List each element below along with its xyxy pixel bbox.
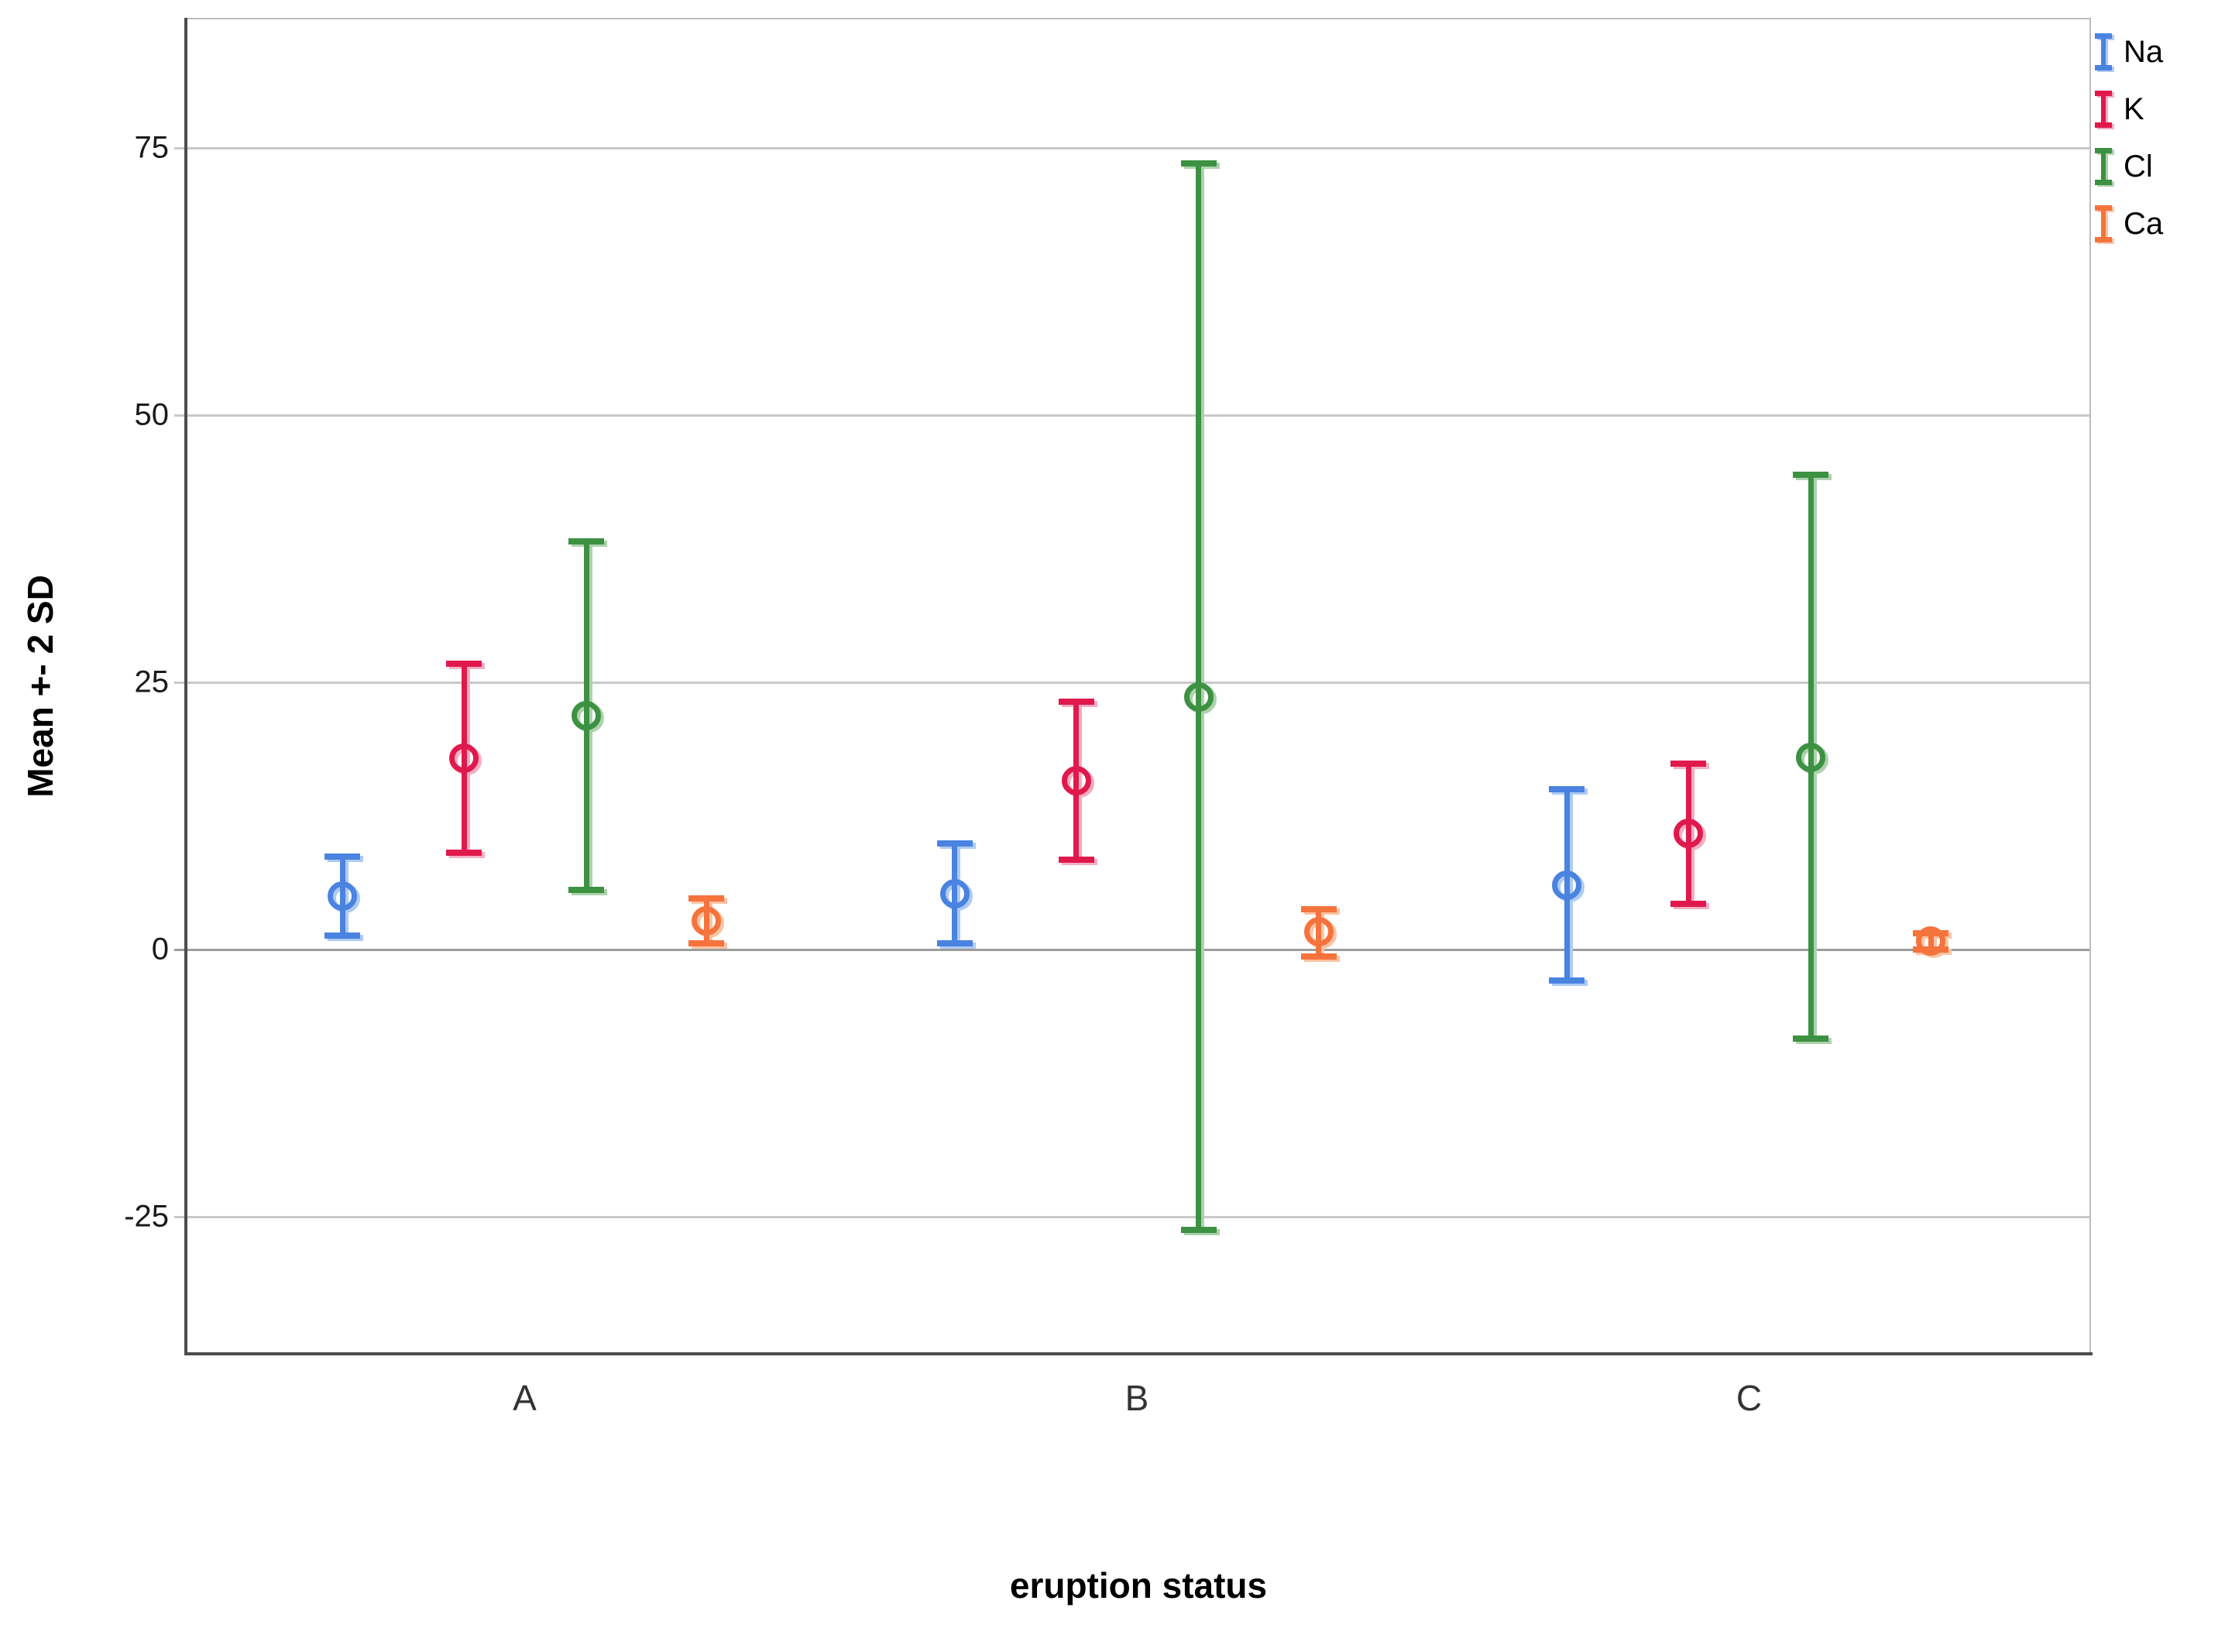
errorbar-cap-bottom xyxy=(1793,1035,1828,1042)
y-tick-label: -25 xyxy=(124,1199,169,1234)
mean-marker xyxy=(1303,916,1334,946)
mean-marker xyxy=(1916,926,1945,957)
errorbar-Ca-C xyxy=(1913,926,1948,957)
legend-icon-line xyxy=(2101,36,2106,68)
errorbar-cap-bottom xyxy=(936,939,973,946)
legend-label: K xyxy=(2124,91,2144,126)
errorbar-cap-bottom xyxy=(446,849,482,856)
legend-icon-cap-top xyxy=(2095,148,2112,153)
errorbar-Ca-A xyxy=(688,895,724,946)
errorbar-cap-bottom xyxy=(568,886,604,893)
errorbar-Cl-A xyxy=(568,538,604,893)
mean-marker xyxy=(1674,818,1703,848)
errorbar-cap-top xyxy=(446,661,482,668)
errorbar-legend-icon xyxy=(2094,33,2113,70)
gridline-25 xyxy=(174,681,2091,684)
legend-label: Ca xyxy=(2124,206,2164,241)
legend-icon-cap-top xyxy=(2095,205,2112,211)
x-axis-line xyxy=(184,1352,2093,1355)
legend: Na K Cl Ca xyxy=(2094,23,2163,252)
gridline-50 xyxy=(174,414,2091,417)
errorbar-cap-top xyxy=(324,853,360,860)
mean-marker xyxy=(939,879,970,909)
legend-icon-cap-top xyxy=(2095,91,2112,96)
legend-icon-line xyxy=(2101,93,2106,125)
errorbar-cap-top xyxy=(1300,905,1337,912)
x-category-label-B: B xyxy=(1124,1378,1149,1418)
errorbar-cap-top xyxy=(1058,698,1094,705)
mean-marker xyxy=(1796,742,1825,772)
errorbar-cap-bottom xyxy=(1180,1226,1217,1233)
mean-marker xyxy=(1061,765,1091,795)
legend-item-K: K xyxy=(2094,81,2163,138)
legend-icon-cap-bottom xyxy=(2095,180,2112,185)
errorbar-cap-bottom xyxy=(1300,953,1337,960)
legend-icon-cap-bottom xyxy=(2095,237,2112,242)
y-tick-label: 0 xyxy=(151,932,169,967)
errorbar-cap-top xyxy=(936,840,973,847)
errorbar-cap-top xyxy=(1549,785,1585,792)
plot-frame-right xyxy=(2089,19,2091,1354)
errorbar-cap-bottom xyxy=(688,939,724,946)
y-axis-line xyxy=(184,18,187,1355)
errorbar-cap-bottom xyxy=(1549,977,1585,984)
errorbar-Na-C xyxy=(1549,785,1585,984)
errorbar-cap-top xyxy=(568,538,604,544)
mean-marker xyxy=(692,905,721,936)
errorbar-cap-bottom xyxy=(324,932,360,939)
errorbar-legend-icon xyxy=(2094,148,2113,185)
x-axis-title: eruption status xyxy=(1009,1565,1268,1606)
gridline--25 xyxy=(174,1216,2091,1219)
errorbar-legend-icon xyxy=(2094,91,2113,128)
legend-icon-line xyxy=(2101,150,2106,183)
mean-marker xyxy=(572,700,601,730)
errorbar-Na-B xyxy=(936,840,973,946)
mean-marker xyxy=(1183,682,1214,713)
errorbar-cap-top xyxy=(688,895,724,902)
x-category-label-C: C xyxy=(1736,1378,1763,1418)
y-tick-label: 25 xyxy=(134,665,170,699)
y-tick-label: 50 xyxy=(134,397,170,432)
y-tick-label: 75 xyxy=(134,130,170,165)
mean-marker xyxy=(328,881,357,912)
errorbar-Cl-C xyxy=(1793,471,1828,1042)
plot-frame-top xyxy=(186,18,2091,19)
errorbar-Ca-B xyxy=(1300,905,1337,960)
errorbar-legend-icon xyxy=(2094,205,2113,242)
legend-icon-cap-bottom xyxy=(2095,65,2112,70)
legend-label: Na xyxy=(2124,34,2164,69)
legend-icon-line xyxy=(2101,208,2106,240)
mean-marker xyxy=(1552,871,1581,901)
errorbar-K-C xyxy=(1670,760,1706,907)
mean-marker xyxy=(449,743,479,773)
errorbar-Na-A xyxy=(324,853,360,939)
legend-icon-cap-top xyxy=(2095,33,2112,39)
x-category-label-A: A xyxy=(513,1378,537,1418)
gridline-0 xyxy=(174,949,2091,952)
errorbar-K-B xyxy=(1058,698,1094,864)
legend-item-Cl: Cl xyxy=(2094,138,2163,195)
errorbar-cap-top xyxy=(1180,160,1217,167)
legend-label: Cl xyxy=(2124,149,2153,184)
legend-item-Ca: Ca xyxy=(2094,195,2163,252)
errorbar-cap-top xyxy=(1793,471,1828,478)
legend-item-Na: Na xyxy=(2094,23,2163,81)
legend-icon-cap-bottom xyxy=(2095,122,2112,128)
errorbar-K-A xyxy=(446,661,482,856)
errorbar-cap-top xyxy=(1670,760,1706,767)
errorbar-Cl-B xyxy=(1180,160,1217,1233)
errorbar-cap-bottom xyxy=(1670,900,1706,907)
gridline-75 xyxy=(174,146,2091,149)
errorbar-cap-bottom xyxy=(1058,857,1094,864)
